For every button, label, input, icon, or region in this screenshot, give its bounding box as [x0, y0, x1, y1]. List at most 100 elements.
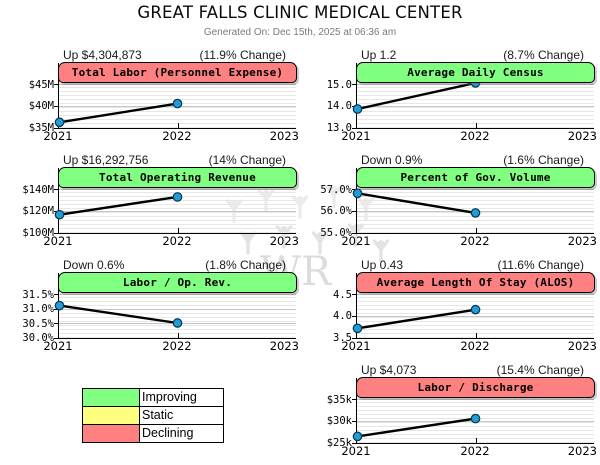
chart-change-label: (14% Change) [208, 153, 286, 167]
x-tick [475, 123, 477, 128]
major-gridline [357, 315, 594, 317]
trend-line [357, 192, 476, 215]
data-point [54, 300, 65, 311]
trend-line-svg [352, 188, 481, 218]
major-gridline [357, 399, 594, 400]
major-gridline [357, 189, 594, 190]
chart-delta-label: Down 0.6% [63, 258, 125, 272]
y-tick [54, 84, 59, 85]
legend-swatch-declining [82, 424, 140, 443]
legend-label: Static [139, 406, 224, 425]
x-axis-labels: 2021 2022 2023 [43, 129, 299, 143]
minor-gridlines [357, 293, 594, 338]
trend-line [59, 195, 178, 216]
y-axis-label: 31.5% [22, 288, 54, 301]
plot-area: Labor / Op. Rev. 31.5% 31.0% 30.5% 30.0% [22, 272, 297, 344]
chart-title-banner: Labor / Discharge [356, 377, 595, 398]
y-tick [54, 105, 59, 107]
y-axis-label: $100M [22, 227, 54, 239]
y-axis-label: 31.0% [22, 303, 54, 315]
y-tick [352, 84, 357, 85]
data-point [470, 208, 481, 218]
minor-gridlines [59, 293, 296, 338]
chart-delta-label: Up 0.43 [361, 258, 404, 272]
x-axis-labels: 2021 2022 2023 [341, 444, 597, 458]
y-axis-label: 56.0% [320, 205, 352, 218]
x-tick [475, 333, 477, 338]
legend-row-improving: Improving [82, 388, 224, 407]
data-point [470, 304, 481, 315]
y-tick [352, 337, 357, 339]
y-tick [352, 315, 357, 317]
major-gridline [59, 84, 296, 85]
y-axis-label: 55.0% [320, 227, 352, 239]
y-axis-label: $35M [28, 122, 54, 134]
trend-line [59, 304, 178, 325]
y-tick [352, 399, 357, 400]
x-axis-labels: 2021 2022 2023 [341, 234, 597, 248]
page-title: GREAT FALLS CLINIC MEDICAL CENTER [137, 3, 463, 22]
x-axis-label: 2023 [567, 444, 597, 458]
chart-title-banner: Total Operating Revenue [58, 167, 297, 188]
y-axis-label: 3.5 [333, 332, 352, 344]
y-tick [352, 210, 357, 212]
x-axis-labels: 2021 2022 2023 [341, 129, 597, 143]
y-axis-label: 30.0% [22, 332, 54, 344]
y-tick [54, 337, 59, 339]
data-point [352, 188, 363, 199]
y-tick [54, 127, 59, 129]
x-axis-label: 2021 [43, 339, 73, 353]
y-axis-label: 30.5% [22, 317, 54, 330]
chart-title-banner: Percent of Gov. Volume [356, 167, 595, 188]
x-axis-label: 2021 [341, 234, 371, 248]
x-tick [177, 333, 179, 338]
plot-area: Average Length Of Stay (ALOS) 4.5 4.0 3.5 [333, 272, 595, 344]
chart-panel-total-operating-revenue: Up $16,292,756 (14% Change) Total Operat… [22, 153, 299, 253]
x-axis-label: 2021 [341, 444, 371, 458]
trend-line-svg [352, 304, 481, 334]
x-tick [177, 228, 179, 233]
y-tick [352, 189, 357, 190]
x-axis-label: 2021 [341, 129, 371, 143]
x-axis-label: 2023 [567, 339, 597, 353]
data-point [54, 117, 65, 128]
x-axis-label: 2022 [460, 234, 490, 248]
x-axis-labels: 2021 2022 2023 [341, 339, 597, 353]
major-gridline [59, 294, 296, 295]
trend-line [357, 308, 476, 330]
x-axis-label: 2022 [460, 444, 490, 458]
chart-title-banner: Total Labor (Personnel Expense) [58, 62, 297, 83]
data-point [470, 413, 481, 424]
generated-timestamp: Generated On: Dec 15th, 2025 at 06:36 am [203, 27, 397, 38]
x-axis-label: 2022 [162, 234, 192, 248]
y-axis-label: $30k [326, 415, 352, 428]
x-axis-label: 2021 [43, 129, 73, 143]
trend-line [357, 417, 476, 438]
chart-change-label: (15.4% Change) [496, 363, 584, 377]
y-axis-label: 4.5 [333, 288, 352, 301]
trend-line-svg [54, 98, 183, 128]
major-gridline [357, 294, 594, 295]
x-axis-label: 2021 [341, 339, 371, 353]
y-axis-label: 13.0 [326, 122, 352, 134]
chart-delta-label: Up $4,304,873 [63, 48, 142, 62]
x-tick [177, 123, 179, 128]
y-tick [352, 442, 357, 444]
chart-delta-label: Up 1.2 [361, 48, 397, 62]
chart-delta-label: Up $16,292,756 [63, 153, 149, 167]
trend-line-svg [352, 413, 481, 442]
trend-line-svg [54, 192, 183, 220]
plot-area: Total Labor (Personnel Expense) $45M $40M… [29, 62, 297, 134]
x-axis-label: 2023 [567, 234, 597, 248]
chart-panel-average-daily-census: Up 1.2 (8.7% Change) Average Daily Censu… [324, 48, 597, 148]
x-axis-label: 2023 [269, 234, 299, 248]
y-tick [352, 420, 357, 422]
chart-panel-percent-gov-volume: Down 0.9% (1.6% Change) Percent of Gov. … [320, 153, 597, 253]
y-tick [54, 323, 59, 324]
chart-change-label: (11.9% Change) [199, 48, 287, 62]
y-axis-label: $140M [22, 183, 54, 196]
plot-area: Total Operating Revenue $140M $120M $100M [22, 167, 297, 239]
y-tick [352, 232, 357, 234]
chart-delta-label: Down 0.9% [361, 153, 423, 167]
plot-area: Average Daily Census 15.0 14.0 13.0 [327, 62, 595, 134]
